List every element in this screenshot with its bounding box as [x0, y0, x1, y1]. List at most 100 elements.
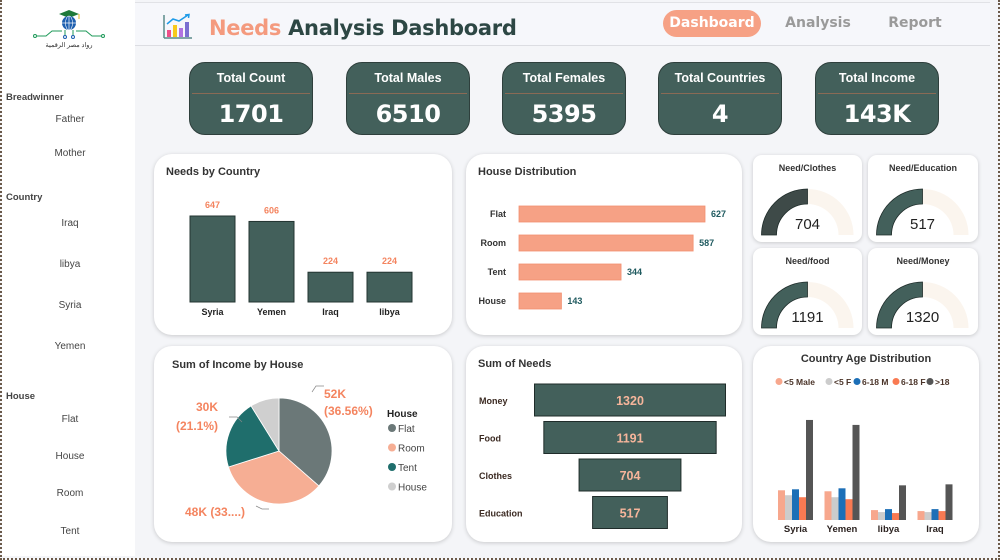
funnel-bar-clothes[interactable]	[578, 458, 682, 492]
kpi-label: Total Males	[374, 71, 442, 85]
slicer-item-iraq[interactable]: Iraq	[61, 218, 79, 229]
bar-iraq-0[interactable]	[917, 511, 925, 520]
bar-iraq[interactable]	[307, 271, 354, 303]
slicer-item-father[interactable]: Father	[55, 114, 85, 125]
leader-line	[311, 385, 324, 393]
pie-slice-house[interactable]	[250, 397, 280, 453]
legend-swatch	[825, 378, 833, 385]
data-label: 224	[323, 256, 338, 266]
country-age-distribution-card: Country Age Distribution <5 Male <5 F 6-18…	[753, 346, 979, 542]
house-distribution-card: House Distribution Flat 627 Room 587 Tent 344…	[466, 154, 742, 335]
nav-report-button[interactable]: Report	[888, 15, 942, 31]
funnel-bar-food[interactable]	[543, 421, 717, 454]
bar-iraq-2[interactable]	[931, 509, 939, 520]
chart-title: Needs by Country	[166, 166, 261, 178]
logo-caption: رواد مصر الرقمية	[46, 41, 93, 49]
bar-syria-0[interactable]	[778, 490, 785, 520]
legend-item[interactable]: <5 F	[834, 377, 851, 387]
bar-flat[interactable]	[518, 205, 706, 223]
bar-libya[interactable]	[366, 271, 413, 303]
y-tick-label: Room	[481, 238, 507, 248]
legend-item[interactable]: 6-18 M	[862, 377, 888, 387]
kpi-value: 5395	[531, 100, 597, 128]
bar-yemen[interactable]	[248, 220, 295, 303]
gauge-title: Need/Clothes	[778, 163, 837, 173]
bar-yemen-3[interactable]	[845, 499, 853, 520]
bar-syria-1[interactable]	[785, 495, 792, 520]
bar-libya-2[interactable]	[885, 509, 892, 520]
legend-item[interactable]: 6-18 F	[901, 377, 926, 387]
chart-title: Sum of Needs	[478, 358, 552, 370]
bar-syria-2[interactable]	[792, 489, 799, 520]
legend-item-room[interactable]: Room	[398, 444, 425, 455]
funnel-bar-money[interactable]	[534, 383, 726, 417]
slicer-item-room[interactable]: Room	[56, 488, 84, 499]
slicer-item-syria[interactable]: Syria	[58, 300, 82, 311]
funnel-category-label: Food	[479, 434, 501, 444]
bar-syria[interactable]	[189, 215, 236, 303]
graduation-cap-icon	[59, 10, 80, 19]
slicer-item-tent[interactable]: Tent	[60, 526, 80, 537]
legend-item-house[interactable]: House	[398, 483, 427, 494]
chart-title: Country Age Distribution	[800, 353, 932, 365]
pie-slice-room[interactable]	[227, 450, 320, 505]
bar-yemen-1[interactable]	[831, 497, 839, 520]
x-tick-label: libya	[379, 307, 401, 317]
pie-slice-flat[interactable]	[278, 397, 333, 487]
needs-by-country-card: Needs by Country 647 Syria 606 Yemen 224 Iraq…	[154, 154, 452, 335]
gauge-card-money: Need/Money 1320	[868, 248, 978, 335]
slicer-item-libya[interactable]: libya	[59, 259, 81, 270]
bar-chart-trend-icon	[163, 13, 192, 39]
gauge-card-clothes: Need/Clothes 704	[753, 155, 862, 242]
leader-line	[255, 505, 269, 510]
kpi-total-countries: Total Countries 4	[658, 62, 782, 135]
legend-item[interactable]: <5 Male	[784, 377, 815, 387]
gauge-clothes: 704	[761, 188, 854, 236]
bar-house[interactable]	[518, 292, 562, 310]
chart-title: Sum of Income by House	[172, 359, 304, 371]
legend-item[interactable]: >18	[935, 377, 950, 387]
bar-yemen-4[interactable]	[852, 424, 860, 520]
bar-iraq-1[interactable]	[924, 512, 932, 520]
funnel-category-label: Clothes	[479, 471, 512, 481]
slicer-title-breadwinner: Breadwinner	[6, 92, 64, 103]
slicer-item-mother[interactable]: Mother	[54, 148, 86, 159]
funnel-category-label: Education	[479, 509, 523, 519]
legend-item-flat[interactable]: Flat	[398, 424, 415, 435]
data-label: 627	[711, 209, 726, 219]
legend-swatch	[388, 424, 396, 432]
nav-dashboard-button[interactable]: Dashboard	[663, 10, 761, 37]
bar-yemen-0[interactable]	[824, 491, 832, 520]
bar-iraq-4[interactable]	[945, 484, 953, 520]
x-tick-label: Yemen	[827, 524, 858, 535]
legend-item-tent[interactable]: Tent	[398, 463, 417, 474]
slicer-title-house: House	[6, 391, 36, 402]
legend-swatch	[892, 378, 900, 385]
kpi-value: 143K	[843, 100, 911, 128]
bar-iraq-3[interactable]	[938, 511, 946, 520]
bar-yemen-2[interactable]	[838, 488, 846, 520]
data-label: 606	[264, 205, 279, 215]
bar-room[interactable]	[518, 234, 694, 252]
bar-syria-4[interactable]	[806, 419, 813, 520]
chart-title: House Distribution	[478, 166, 577, 178]
bar-libya-0[interactable]	[871, 510, 878, 520]
bar-libya-4[interactable]	[899, 485, 906, 520]
nav-analysis-button[interactable]: Analysis	[785, 15, 851, 31]
funnel-bar-education[interactable]	[592, 496, 668, 529]
kpi-label: Total Females	[522, 71, 606, 85]
data-label: 143	[567, 296, 582, 306]
slicer-item-house[interactable]: House	[55, 451, 85, 462]
gauge-title: Need/Money	[896, 256, 950, 266]
pie-slice-tent[interactable]	[225, 405, 280, 468]
bar-libya-3[interactable]	[892, 513, 899, 520]
bar-libya-1[interactable]	[878, 512, 885, 520]
logo: رواد مصر الرقمية	[33, 10, 105, 49]
slicer-item-yemen[interactable]: Yemen	[54, 341, 86, 352]
bar-tent[interactable]	[518, 263, 622, 281]
legend-swatch	[388, 482, 396, 491]
bar-syria-3[interactable]	[799, 497, 806, 520]
kpi-total-males: Total Males 6510	[346, 62, 470, 135]
slicer-item-flat[interactable]: Flat	[61, 414, 79, 425]
